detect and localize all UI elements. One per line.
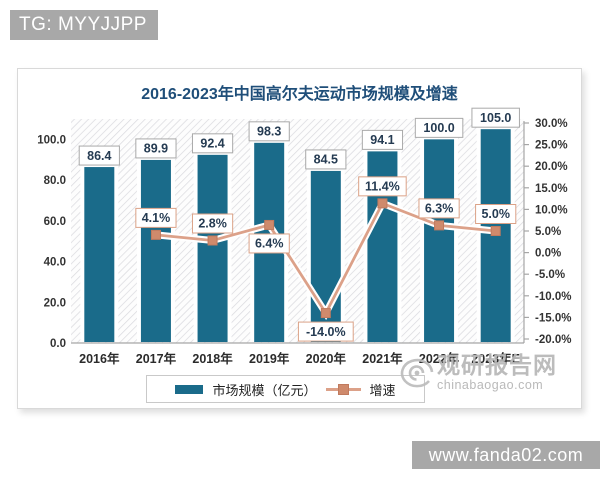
x-axis-category-label: 2017年 [136, 351, 177, 366]
growth-marker [490, 226, 501, 236]
site-url-badge: www.fanda02.com [412, 441, 600, 469]
combo-chart: 100.0 80.0 60.0 40.0 20.0 0.0 30.0% 25.0% 20.0% 1… [37, 107, 571, 366]
bar-value-label-box [135, 138, 177, 159]
bar-value-label: 100.0 [423, 121, 454, 135]
bar-value-label-box [361, 129, 404, 150]
right-axis-tick-label: 30.0% [535, 118, 568, 130]
bar-value-label: 84.5 [314, 153, 338, 167]
growth-value-label: 2.8% [198, 217, 227, 231]
growth-marker [264, 219, 275, 230]
x-axis-category-label: 2023年E [471, 351, 520, 366]
bar-value-label-box [191, 133, 234, 154]
right-axis-tick-label: 5.0% [535, 226, 561, 238]
right-axis-tick-label: -15.0% [535, 312, 571, 324]
right-axis-tick-label: -20.0% [535, 334, 571, 346]
left-axis-tick-label: 100.0 [37, 134, 66, 146]
growth-value-label-box [191, 213, 234, 234]
left-axis-tick-label: 60.0 [44, 216, 66, 228]
growth-marker [207, 235, 218, 246]
bar-value-label-box [305, 149, 347, 170]
growth-value-label-box [135, 207, 177, 228]
right-axis-tick-label: 25.0% [535, 140, 568, 152]
growth-marker [377, 198, 388, 209]
growth-value-label: 5.0% [481, 207, 510, 221]
x-axis-category-label: 2016年 [79, 351, 120, 366]
growth-marker [434, 220, 445, 231]
growth-value-label: 6.3% [425, 202, 454, 216]
left-axis-tick-label: 20.0 [44, 297, 66, 309]
x-axis-category-label: 2019年 [249, 351, 290, 366]
chart-card: 100.0 80.0 60.0 40.0 20.0 0.0 30.0% 25.0% 20.0% 1… [17, 68, 582, 409]
right-axis-tick-label: 10.0% [535, 204, 568, 216]
left-axis-tick-label: 0.0 [50, 338, 66, 350]
growth-marker [320, 308, 331, 319]
bar-value-label-box [248, 121, 290, 142]
growth-value-label-box [297, 321, 354, 342]
bar [140, 159, 171, 342]
growth-value-label-box [248, 233, 290, 254]
left-axis-tick-label: 80.0 [44, 175, 66, 187]
bar [84, 167, 115, 342]
x-axis-category-label: 2022年 [419, 351, 460, 366]
right-axis-tick-label: -10.0% [535, 291, 571, 303]
legend-line-label: 增速 [369, 382, 396, 398]
x-axis-category-label: 2020年 [306, 351, 347, 366]
growth-value-label: -14.0% [306, 325, 346, 339]
bar-value-label: 86.4 [87, 149, 111, 163]
growth-marker [150, 229, 161, 240]
growth-value-label-box [418, 198, 460, 219]
growth-value-label: 4.1% [142, 211, 171, 225]
bar [424, 139, 455, 342]
bar-value-label: 92.4 [200, 137, 224, 151]
growth-value-label-box [358, 176, 407, 197]
bar [197, 154, 228, 342]
growth-value-label: 6.4% [255, 237, 284, 251]
bar-value-label-box [414, 117, 464, 138]
right-axis-tick-label: -5.0% [535, 269, 565, 281]
x-axis-category-label: 2021年 [362, 351, 403, 366]
bar-value-label-box [471, 107, 520, 128]
growth-value-label-box [475, 204, 517, 224]
right-axis-tick-label: 0.0% [535, 248, 561, 260]
legend-bar-label: 市场规模（亿元） [212, 382, 317, 398]
bar-value-label-box [78, 145, 120, 166]
bar-value-label: 94.1 [370, 133, 394, 147]
legend-line-swatch-icon [325, 383, 361, 395]
telegram-tag-badge: TG: MYYJJPP [10, 10, 158, 40]
bar-value-label: 105.0 [480, 111, 511, 125]
chart-legend: 市场规模（亿元） 增速 [146, 375, 425, 403]
bar-value-label: 89.9 [144, 142, 168, 156]
legend-bar-swatch-icon [175, 384, 204, 394]
x-axis-category-label: 2018年 [192, 351, 233, 366]
left-axis-tick-label: 40.0 [44, 257, 66, 269]
right-axis-tick-label: 20.0% [535, 161, 568, 173]
chart-title: 2016-2023年中国高尔夫运动市场规模及增速 [141, 86, 458, 103]
right-axis-tick-label: 15.0% [535, 183, 568, 195]
growth-value-label: 11.4% [365, 180, 400, 194]
bar-value-label: 98.3 [257, 125, 281, 139]
